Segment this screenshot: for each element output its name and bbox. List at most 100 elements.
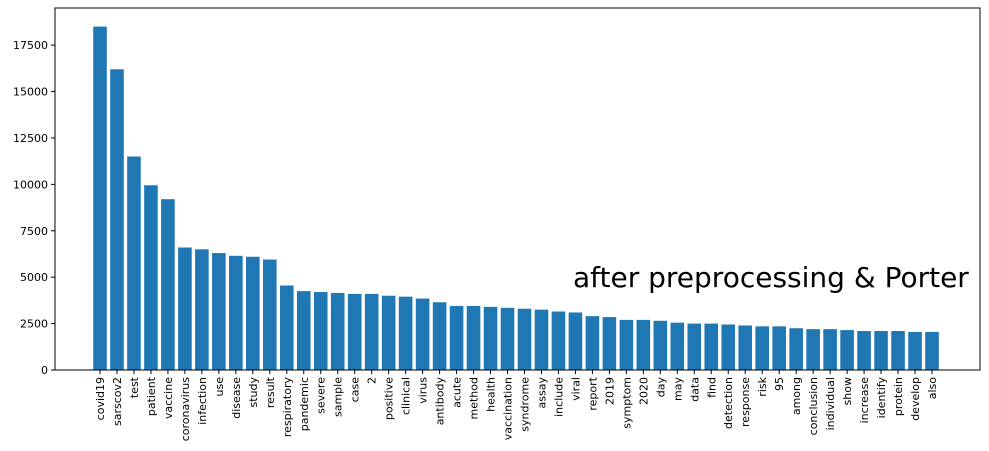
- x-tick-label: protein: [892, 377, 905, 416]
- x-tick-label: 2: [366, 377, 379, 384]
- bar-risk: [755, 326, 769, 370]
- x-tick-label: virus: [417, 377, 430, 404]
- x-tick-label: severe: [315, 377, 328, 414]
- x-tick-label: infection: [196, 377, 209, 425]
- x-tick-label: identify: [875, 377, 888, 419]
- x-tick-label: 95: [773, 377, 786, 391]
- y-tick-label: 2500: [20, 318, 48, 331]
- x-tick-label: response: [739, 377, 752, 427]
- bar-also: [925, 331, 939, 370]
- x-tick-label: report: [586, 376, 599, 410]
- bar-antibody: [432, 302, 447, 370]
- x-tick-label: acute: [451, 377, 464, 408]
- bar-vaccine: [161, 199, 175, 370]
- x-tick-label: test: [128, 376, 141, 398]
- bar-detection: [721, 324, 736, 370]
- bar-day: [653, 320, 668, 370]
- x-tick-label: result: [264, 376, 277, 408]
- bar-clinical: [398, 296, 413, 370]
- bar-patient: [144, 185, 158, 370]
- bar-respiratory: [279, 285, 294, 370]
- y-tick-label: 15000: [13, 86, 48, 99]
- x-tick-label: patient: [145, 376, 158, 416]
- bar-sarscov2: [110, 69, 124, 370]
- y-tick-label: 0: [41, 364, 48, 377]
- bar-study: [246, 256, 260, 370]
- bar-95: [772, 326, 786, 370]
- bar-coronavirus: [178, 247, 192, 370]
- y-tick-label: 12500: [13, 132, 48, 145]
- bar-assay: [534, 309, 549, 370]
- x-tick-label: also: [926, 377, 939, 400]
- bar-health: [483, 306, 498, 370]
- x-tick-label: use: [213, 377, 226, 397]
- bar-protein: [891, 331, 905, 370]
- bar-individual: [823, 329, 837, 370]
- bar-2: [364, 293, 379, 370]
- plot-frame: [54, 7, 981, 371]
- bar-covid19: [93, 26, 107, 371]
- bar-severe: [313, 292, 328, 370]
- x-tick-label: 2019: [603, 377, 616, 405]
- bar-symptom: [619, 319, 634, 370]
- bar-viral: [568, 312, 583, 370]
- bar-find: [704, 323, 719, 370]
- bar-pandemic: [296, 291, 311, 370]
- x-tick-label: disease: [230, 377, 243, 419]
- x-tick-label: sample: [332, 377, 345, 417]
- bar-identify: [874, 331, 888, 370]
- bar-virus: [415, 298, 430, 370]
- chart-annotation: after preprocessing & Porter: [573, 261, 969, 294]
- bar-vaccination: [500, 307, 515, 370]
- y-tick-label: 7500: [20, 225, 48, 238]
- x-tick-label: viral: [569, 377, 582, 401]
- bar-test: [127, 156, 141, 370]
- x-tick-label: method: [468, 377, 481, 419]
- x-tick-label: sarscov2: [111, 377, 124, 426]
- bar-acute: [449, 305, 464, 370]
- x-tick-label: case: [349, 377, 362, 403]
- bar-method: [466, 305, 481, 370]
- x-tick-label: individual: [824, 377, 837, 430]
- x-tick-label: vaccination: [502, 377, 515, 440]
- bar-increase: [857, 331, 871, 370]
- bar-positive: [381, 295, 396, 370]
- bar-disease: [229, 255, 243, 370]
- bar-result: [263, 259, 277, 370]
- x-tick-label: may: [671, 377, 684, 401]
- x-tick-label: coronavirus: [179, 377, 192, 442]
- x-tick-label: develop: [909, 377, 922, 421]
- x-tick-label: pandemic: [298, 377, 311, 431]
- y-tick-label: 5000: [20, 271, 48, 284]
- bar-may: [670, 322, 685, 370]
- bar-infection: [195, 249, 209, 370]
- x-tick-label: day: [654, 377, 667, 398]
- x-tick-label: syndrome: [518, 377, 531, 432]
- bar-data: [687, 323, 702, 370]
- x-axis-ticks: covid19 sarscov2 test patient vaccine coronav…: [94, 370, 939, 441]
- y-tick-label: 10000: [13, 178, 48, 191]
- x-tick-label: antibody: [434, 377, 447, 426]
- x-tick-label: positive: [383, 377, 396, 420]
- bar-2019: [602, 317, 617, 370]
- bar-show: [840, 330, 854, 370]
- x-tick-label: clinical: [400, 377, 413, 415]
- bar-sample: [330, 292, 345, 370]
- x-tick-label: assay: [535, 377, 548, 409]
- y-axis-ticks: 0 2500 5000 7500 10000 12500 15000 17500: [13, 39, 55, 377]
- bar-conclusion: [806, 329, 820, 370]
- bar-use: [212, 253, 226, 370]
- bar-response: [738, 325, 753, 370]
- x-tick-label: 2020: [637, 377, 650, 405]
- bar-case: [347, 293, 362, 370]
- plot-area: [55, 8, 980, 370]
- x-tick-label: symptom: [620, 377, 633, 429]
- x-tick-label: detection: [722, 377, 735, 429]
- x-tick-label: respiratory: [281, 377, 294, 438]
- x-tick-label: find: [705, 377, 718, 398]
- x-tick-label: conclusion: [807, 377, 820, 435]
- bar-include: [551, 311, 566, 370]
- x-tick-label: increase: [858, 377, 871, 424]
